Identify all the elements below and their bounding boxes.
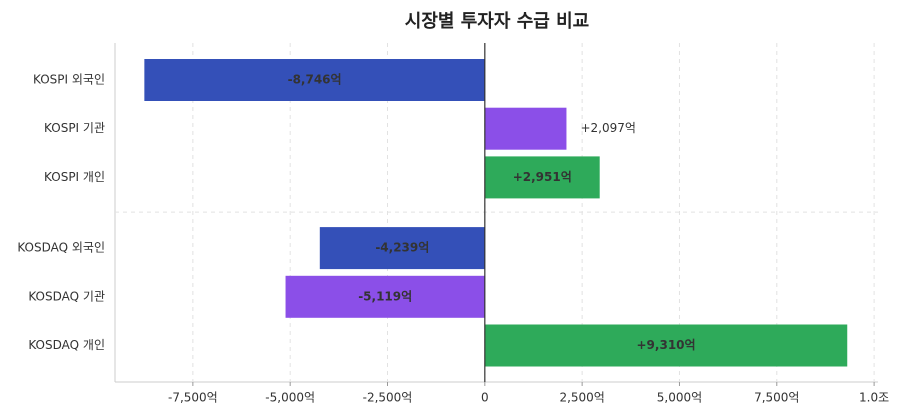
bar [484,107,567,150]
y-tick-label: KOSDAQ 개인 [28,338,105,352]
x-tick-label: -2,500억 [363,391,413,405]
y-tick-label: KOSDAQ 기관 [28,289,105,303]
y-tick-label: KOSPI 기관 [44,121,105,135]
x-tick-label: -7,500억 [168,391,218,405]
x-tick-label: 7,500억 [754,391,799,405]
chart-title: 시장별 투자자 수급 비교 [405,11,589,32]
bar [484,156,600,199]
x-tick-label: -5,000억 [265,391,315,405]
bar [484,324,848,367]
value-label: -4,239억 [375,241,429,255]
y-tick-label: KOSPI 개인 [44,170,105,184]
x-tick-label: 0 [481,391,489,405]
bar [285,275,485,318]
bar [319,227,485,270]
value-label: -8,746억 [288,73,342,87]
x-tick-label: 5,000억 [657,391,702,405]
value-label: -5,119억 [358,289,412,303]
x-tick-label: 1.0조 [859,391,889,405]
x-tick-label: 2,500억 [559,391,604,405]
bar [144,59,485,101]
value-label: +2,951억 [513,170,572,184]
y-tick-label: KOSPI 외국인 [33,73,105,87]
value-label: +9,310억 [637,338,696,352]
value-label: +2,097억 [580,121,635,135]
y-tick-label: KOSDAQ 외국인 [17,241,105,255]
